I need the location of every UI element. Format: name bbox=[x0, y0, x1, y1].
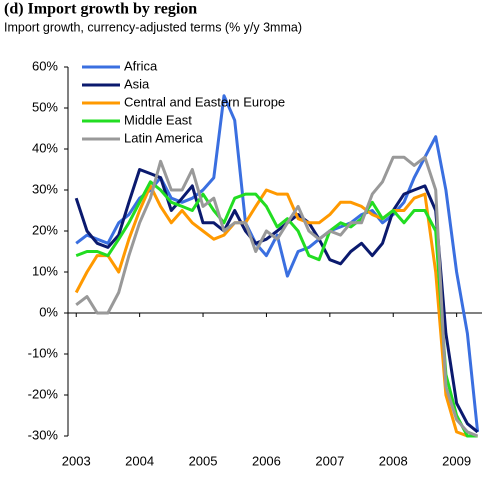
series-line bbox=[75, 180, 478, 438]
y-tick-label: 10% bbox=[32, 263, 58, 278]
x-tick-label: 2003 bbox=[62, 453, 91, 468]
series-line bbox=[74, 184, 478, 438]
legend-label: Africa bbox=[124, 58, 158, 73]
legend-label: Central and Eastern Europe bbox=[124, 94, 285, 109]
x-tick-label: 2004 bbox=[125, 453, 154, 468]
legend-label: Middle East bbox=[124, 112, 192, 127]
y-tick-label: -20% bbox=[28, 386, 59, 401]
y-tick-label: 30% bbox=[32, 181, 58, 196]
series-line bbox=[74, 168, 479, 434]
y-tick-label: -30% bbox=[28, 427, 59, 442]
x-tick-label: 2009 bbox=[442, 453, 471, 468]
legend-label: Latin America bbox=[124, 130, 204, 145]
y-tick-label: -10% bbox=[28, 345, 59, 360]
x-tick-label: 2005 bbox=[189, 453, 218, 468]
series-line bbox=[75, 94, 480, 433]
legend-label: Asia bbox=[124, 76, 150, 91]
chart-title: (d) Import growth by region bbox=[4, 1, 197, 18]
y-tick-label: 20% bbox=[32, 222, 58, 237]
series-line bbox=[75, 155, 479, 438]
y-tick-label: 60% bbox=[32, 58, 58, 73]
y-tick-label: 40% bbox=[32, 140, 58, 155]
y-tick-label: 0% bbox=[39, 304, 58, 319]
x-tick-label: 2007 bbox=[315, 453, 344, 468]
chart-subtitle: Import growth, currency-adjusted terms (… bbox=[4, 20, 302, 34]
x-tick-label: 2008 bbox=[379, 453, 408, 468]
x-tick-label: 2006 bbox=[252, 453, 281, 468]
y-tick-label: 50% bbox=[32, 99, 58, 114]
